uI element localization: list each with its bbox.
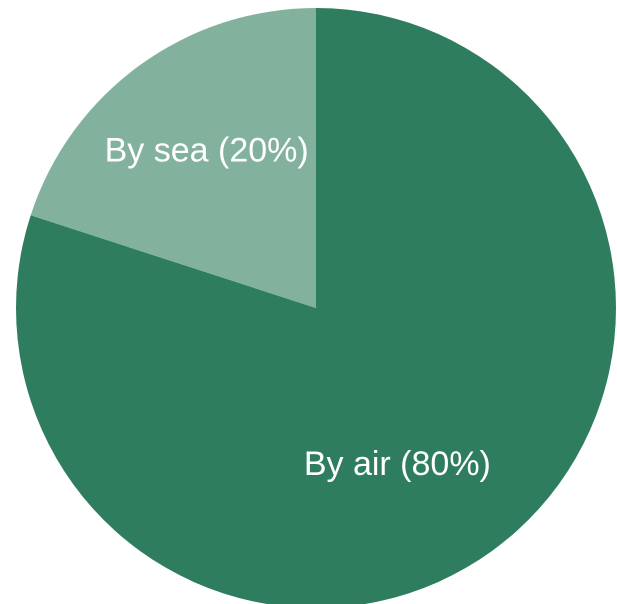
slice-label-by-air: By air (80%)	[304, 445, 491, 483]
pie-slice-by-sea	[30, 7, 316, 308]
pie-slice-by-air	[16, 8, 616, 604]
slice-label-by-sea: By sea (20%)	[105, 132, 309, 170]
